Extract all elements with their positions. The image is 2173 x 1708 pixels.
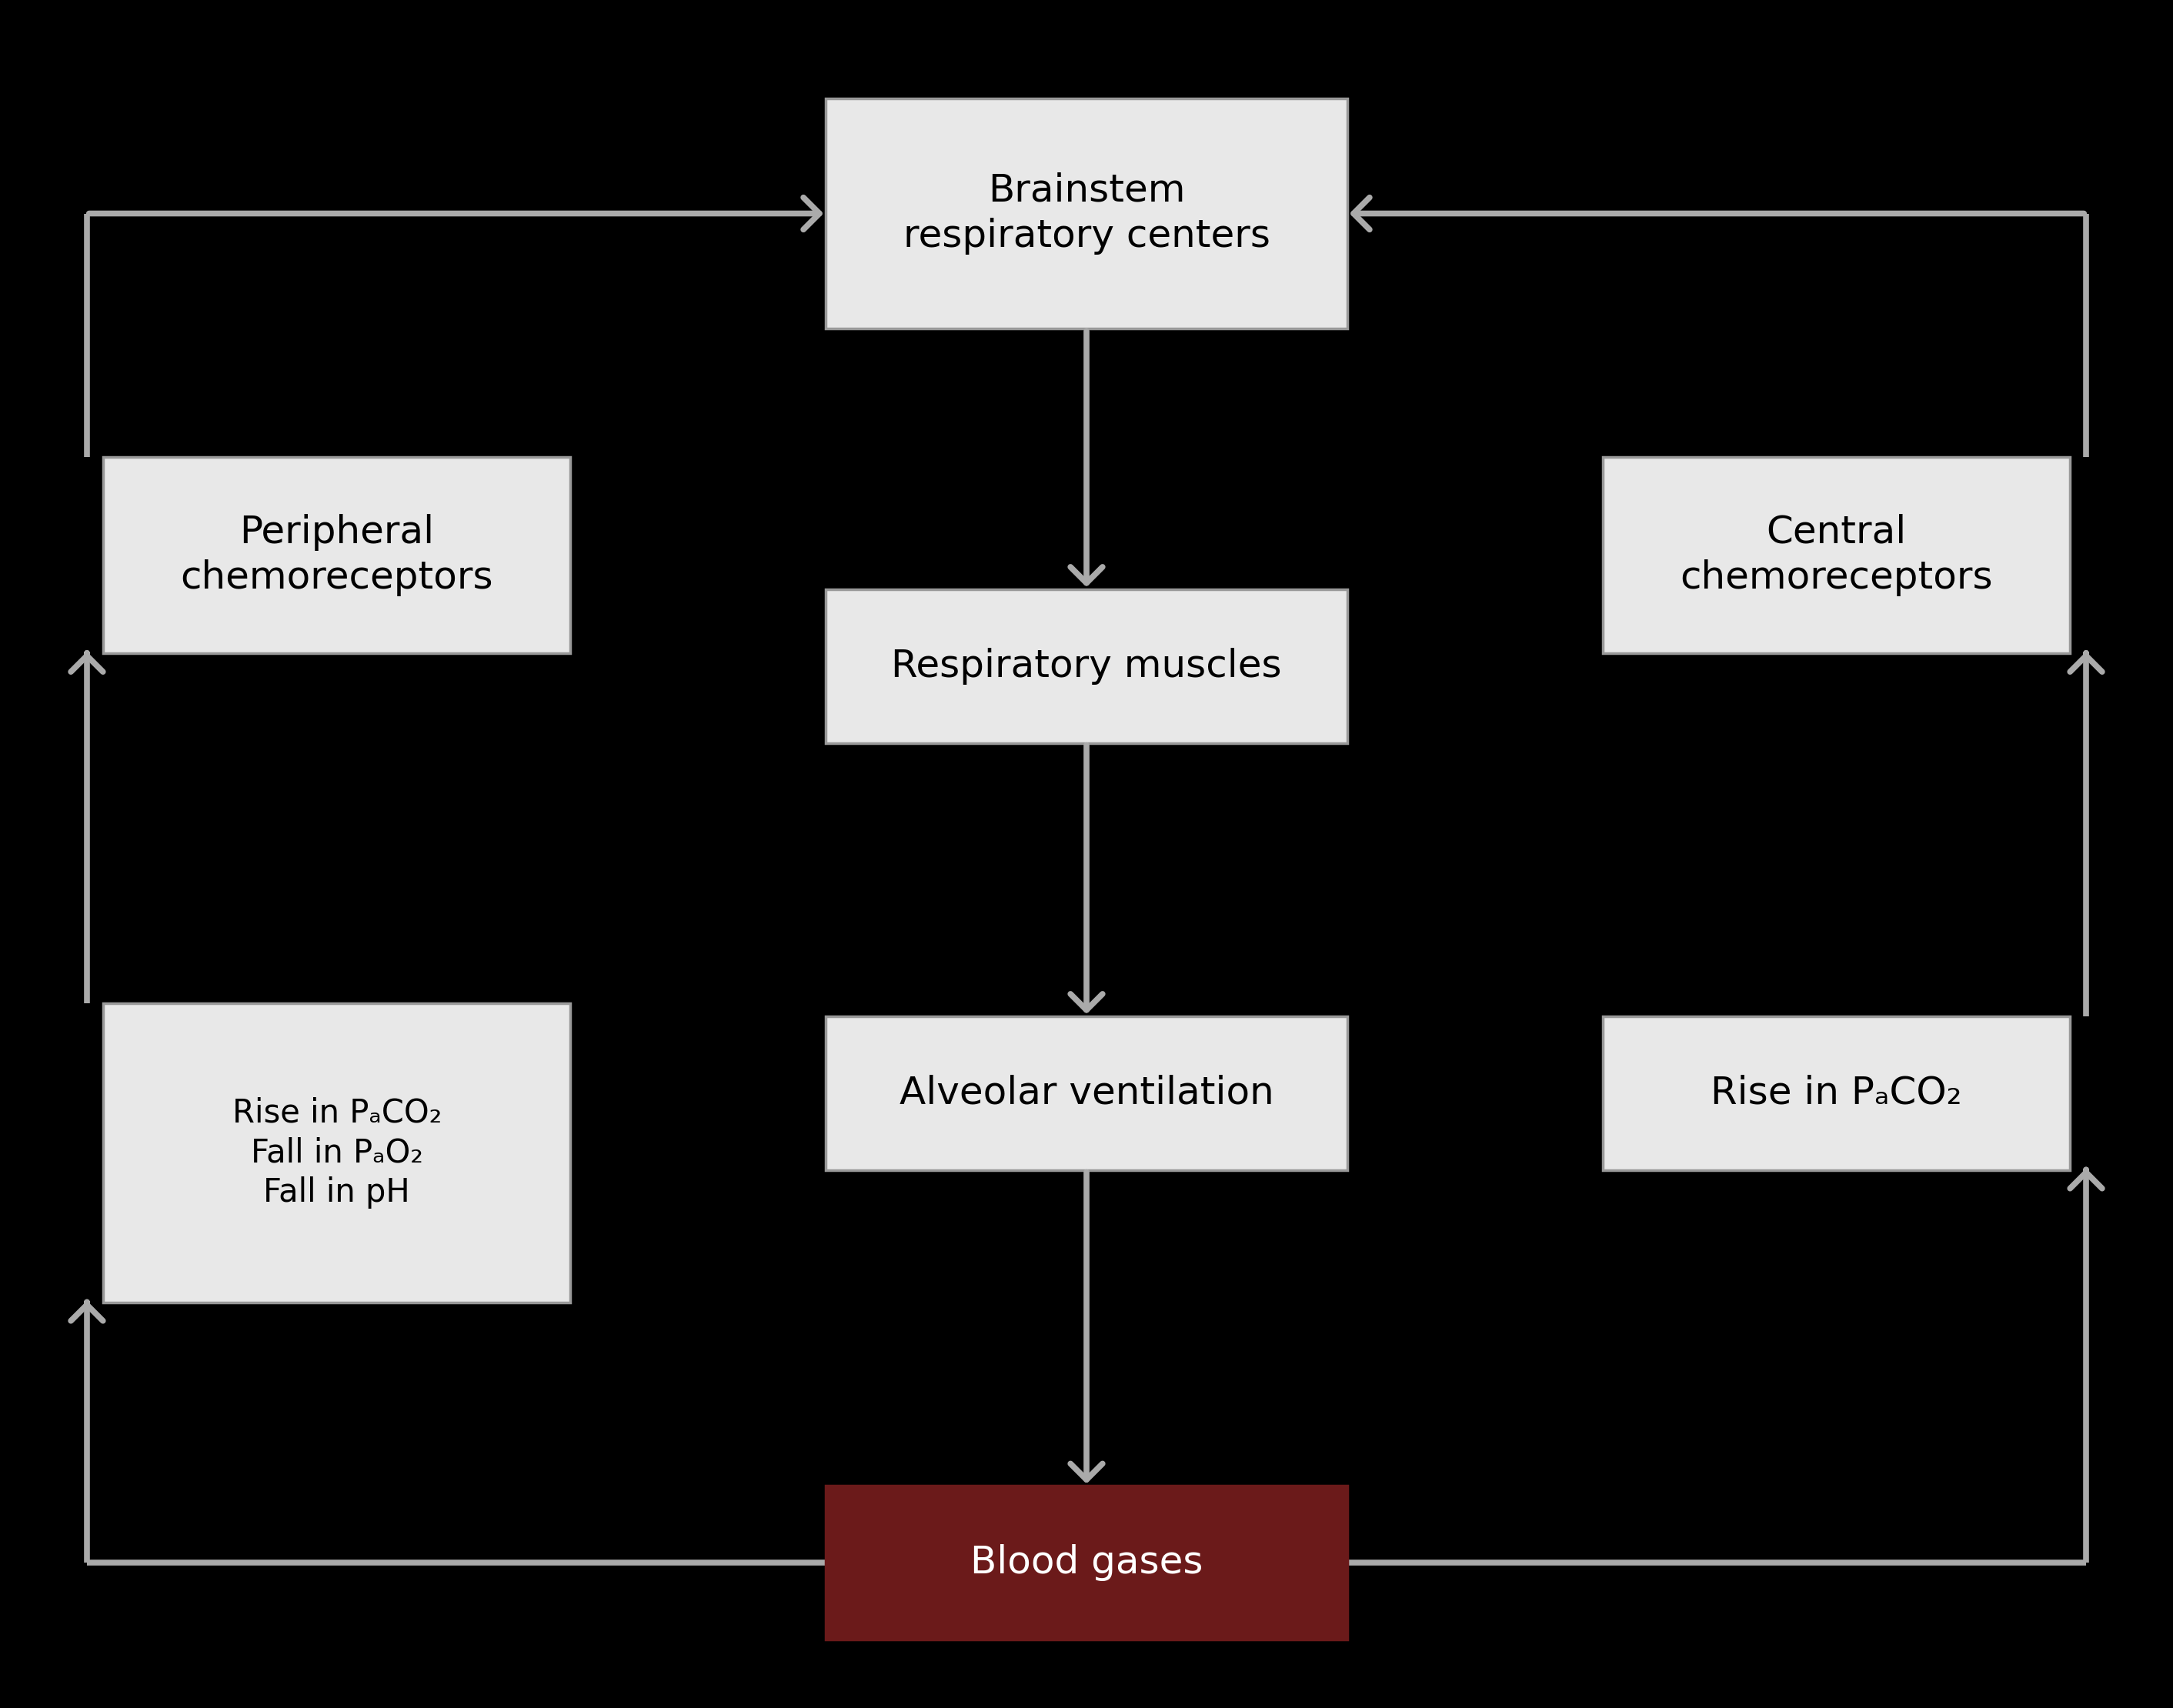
Text: Respiratory muscles: Respiratory muscles — [891, 647, 1282, 685]
FancyBboxPatch shape — [1602, 456, 2069, 652]
FancyBboxPatch shape — [826, 1486, 1347, 1640]
Text: Blood gases: Blood gases — [969, 1544, 1204, 1582]
Text: Brainstem
respiratory centers: Brainstem respiratory centers — [904, 173, 1269, 254]
Text: Alveolar ventilation: Alveolar ventilation — [900, 1074, 1273, 1112]
FancyBboxPatch shape — [104, 1003, 569, 1301]
FancyBboxPatch shape — [104, 456, 569, 652]
Text: Rise in PₐCO₂
Fall in PₐO₂
Fall in pH: Rise in PₐCO₂ Fall in PₐO₂ Fall in pH — [233, 1097, 441, 1209]
Text: Peripheral
chemoreceptors: Peripheral chemoreceptors — [180, 514, 493, 596]
Text: Rise in PₐCO₂: Rise in PₐCO₂ — [1710, 1074, 1962, 1112]
FancyBboxPatch shape — [1602, 1016, 2069, 1170]
Text: Central
chemoreceptors: Central chemoreceptors — [1680, 514, 1993, 596]
FancyBboxPatch shape — [826, 589, 1347, 743]
FancyBboxPatch shape — [826, 1016, 1347, 1170]
FancyBboxPatch shape — [826, 97, 1347, 328]
